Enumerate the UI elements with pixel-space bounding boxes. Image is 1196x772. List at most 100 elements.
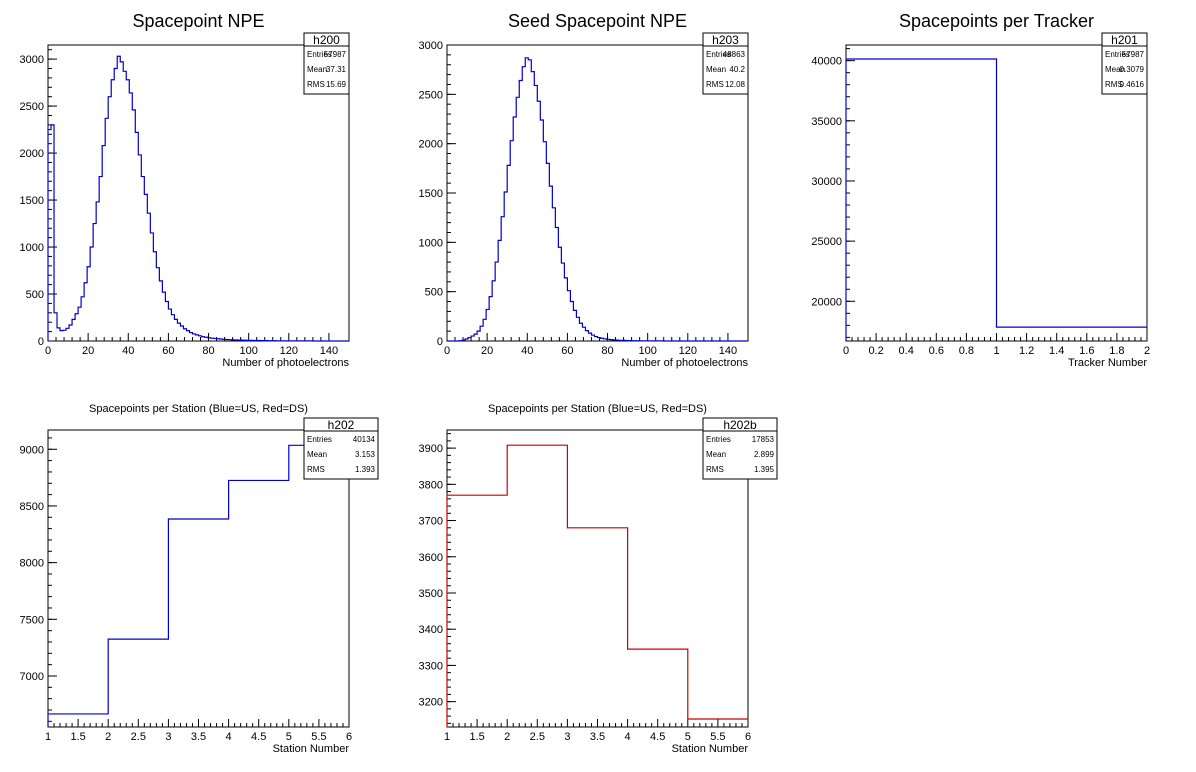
y-tick-label: 7500 (20, 614, 44, 626)
chart-title: Spacepoints per Station (Blue=US, Red=DS… (488, 403, 707, 415)
x-tick-label: 5.5 (311, 731, 326, 743)
stats-value: 40134 (353, 435, 376, 444)
y-tick-label: 3400 (419, 624, 443, 636)
stats-value: 37.31 (326, 65, 347, 74)
chart-seednpe: Seed Spacepoint NPE 0 20 40 60 80 100 120 140 0 50… (419, 11, 749, 369)
histogram-series (845, 58, 1147, 341)
stats-name: h202 (328, 418, 355, 432)
x-tick-label: 5.5 (710, 731, 725, 743)
x-tick-label: 140 (719, 345, 737, 357)
x-tick-label: 1.4 (1049, 345, 1064, 357)
x-tick-label: 1.2 (1019, 345, 1034, 357)
histogram-series (446, 444, 748, 727)
y-tick-label: 3900 (419, 443, 443, 455)
chart-stationUS: Spacepoints per Station (Blue=US, Red=DS… (20, 403, 379, 755)
x-tick-label: 6 (745, 731, 751, 743)
x-tick-label: 40 (521, 345, 533, 357)
y-tick-label: 2500 (20, 101, 44, 113)
y-tick-label: 1500 (20, 195, 44, 207)
stats-frame (303, 417, 379, 480)
stats-label: Mean (307, 450, 327, 459)
stats-value: 57987 (324, 50, 347, 59)
chart-npe: Spacepoint NPE 0 20 40 60 80 100 120 140 0 500 1000… (20, 11, 350, 369)
y-tick-label: 3000 (419, 40, 443, 52)
x-tick-label: 120 (280, 345, 298, 357)
stats-value: 12.08 (725, 80, 746, 89)
x-tick-label: 3 (564, 731, 570, 743)
y-tick-label: 1000 (419, 237, 443, 249)
x-axis-label: Tracker Number (1068, 357, 1147, 369)
x-tick-label: 2.5 (530, 731, 545, 743)
x-tick-label: 1.5 (70, 731, 85, 743)
x-axis-label: Station Number (672, 743, 749, 755)
y-tick-label: 500 (26, 289, 44, 301)
chart-title: Spacepoints per Tracker (899, 11, 1094, 31)
x-tick-label: 2 (504, 731, 510, 743)
y-tick-label: 40000 (811, 56, 842, 68)
y-tick-label: 500 (425, 287, 443, 299)
stats-value: 17853 (752, 435, 775, 444)
y-tick-label: 2500 (419, 89, 443, 101)
stats-label: Entries (1105, 50, 1130, 59)
x-tick-label: 20 (481, 345, 493, 357)
stats-value: 40.2 (729, 65, 745, 74)
y-tick-label: 0 (38, 336, 44, 348)
stats-value: 2.899 (754, 450, 775, 459)
y-tick-label: 20000 (811, 296, 842, 308)
stats-frame (303, 32, 350, 95)
stats-box: h202 Entries 40134 Mean 3.153 RMS 1.393 (303, 417, 379, 480)
stats-label: RMS (307, 465, 325, 474)
x-axis-label: Station Number (273, 743, 350, 755)
stats-name: h203 (712, 33, 739, 47)
x-tick-label: 5 (685, 731, 691, 743)
x-tick-label: 0 (444, 345, 450, 357)
y-tick-label: 3600 (419, 552, 443, 564)
x-tick-label: 20 (82, 345, 94, 357)
x-tick-label: 6 (346, 731, 352, 743)
x-tick-label: 4 (226, 731, 232, 743)
stats-value: 15.69 (326, 80, 347, 89)
y-tick-label: 3000 (20, 54, 44, 66)
x-tick-label: 1.5 (469, 731, 484, 743)
y-tick-label: 2000 (20, 148, 44, 160)
y-tick-label: 9000 (20, 444, 44, 456)
stats-label: Mean (307, 65, 327, 74)
y-tick-label: 30000 (811, 176, 842, 188)
x-tick-label: 1 (444, 731, 450, 743)
x-tick-label: 60 (162, 345, 174, 357)
x-tick-label: 3.5 (191, 731, 206, 743)
x-tick-label: 1 (45, 731, 51, 743)
y-tick-label: 8500 (20, 501, 44, 513)
x-tick-label: 140 (320, 345, 338, 357)
x-tick-label: 2.5 (131, 731, 146, 743)
chart-stationDS: Spacepoints per Station (Blue=US, Red=DS… (419, 403, 778, 755)
stats-label: Entries (706, 50, 731, 59)
y-tick-label: 3700 (419, 516, 443, 528)
x-tick-label: 80 (202, 345, 214, 357)
y-tick-label: 25000 (811, 236, 842, 248)
x-tick-label: 1.8 (1109, 345, 1124, 357)
stats-label: RMS (706, 80, 724, 89)
x-tick-label: 0 (45, 345, 51, 357)
x-tick-label: 60 (561, 345, 573, 357)
y-tick-label: 3500 (419, 588, 443, 600)
x-axis-label: Number of photoelectrons (621, 357, 748, 369)
x-tick-label: 4 (625, 731, 631, 743)
x-tick-label: 4.5 (251, 731, 266, 743)
stats-value: 0.4616 (1120, 80, 1145, 89)
x-tick-label: 2 (105, 731, 111, 743)
y-tick-label: 8000 (20, 558, 44, 570)
x-tick-label: 0.2 (868, 345, 883, 357)
x-axis-label: Number of photoelectrons (222, 357, 349, 369)
stats-label: Entries (307, 50, 332, 59)
chart-title: Spacepoint NPE (132, 11, 264, 31)
stats-name: h200 (313, 33, 340, 47)
x-tick-label: 5 (286, 731, 292, 743)
chart-title: Seed Spacepoint NPE (508, 11, 687, 31)
chart-tracker: Spacepoints per Tracker 0 0.2 0.4 0.6 0.8 1 1.2… (811, 11, 1150, 369)
x-tick-label: 0.8 (959, 345, 974, 357)
stats-label: RMS (307, 80, 325, 89)
